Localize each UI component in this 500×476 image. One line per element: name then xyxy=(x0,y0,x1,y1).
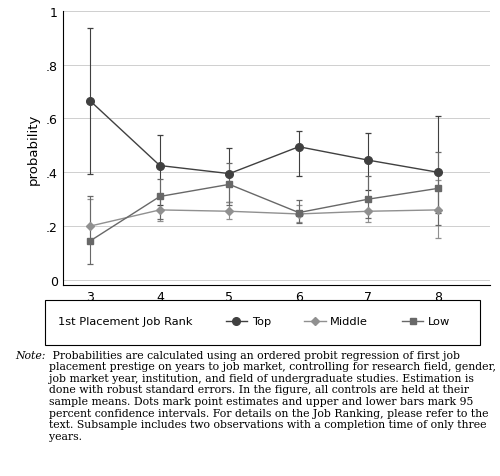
Text: Middle: Middle xyxy=(330,317,368,327)
Text: Note:: Note: xyxy=(15,350,46,360)
X-axis label: Years to Job Market: Years to Job Market xyxy=(212,309,340,322)
FancyBboxPatch shape xyxy=(45,300,480,345)
Y-axis label: probability: probability xyxy=(27,113,40,184)
Text: Low: Low xyxy=(428,317,450,327)
Text: Probabilities are calculated using an ordered probit regression of first job pla: Probabilities are calculated using an or… xyxy=(49,350,496,441)
Text: Top: Top xyxy=(252,317,271,327)
Text: 1st Placement Job Rank: 1st Placement Job Rank xyxy=(58,317,192,327)
